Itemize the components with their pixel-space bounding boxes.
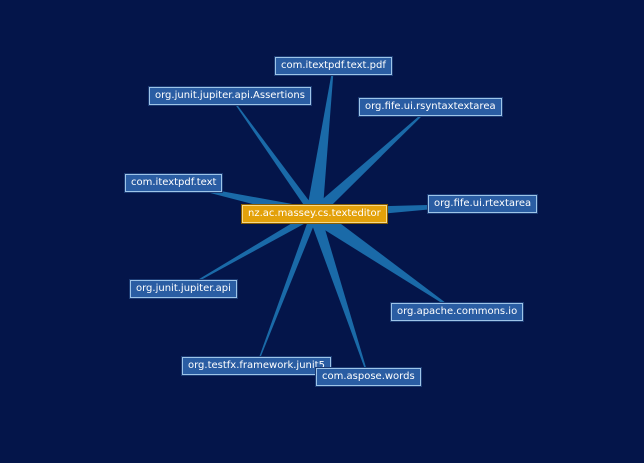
edge-n8 — [256, 212, 318, 367]
node-org-apache-commons-io[interactable]: org.apache.commons.io — [389, 302, 525, 322]
edge-n3 — [310, 106, 431, 219]
edge-n9 — [308, 212, 369, 378]
node-org-junit-jupiter-api[interactable]: org.junit.jupiter.api — [129, 279, 238, 299]
node-org-junit-jupiter-api-assertions[interactable]: org.junit.jupiter.api.Assertions — [148, 86, 312, 106]
node-org-fife-ui-rtextarea[interactable]: org.fife.ui.rtextarea — [426, 194, 539, 214]
edge-n2 — [229, 95, 318, 217]
node-com-itextpdf-text[interactable]: com.itextpdf.text — [123, 173, 224, 193]
edge-n6 — [183, 210, 317, 290]
node-org-fife-ui-rsyntaxtextarea[interactable]: org.fife.ui.rsyntaxtextarea — [358, 97, 503, 117]
node-com-aspose-words[interactable]: com.aspose.words — [315, 367, 422, 387]
node-com-itextpdf-text-pdf[interactable]: com.itextpdf.text.pdf — [274, 56, 393, 76]
node-center-nz-ac-massey-cs-texteditor[interactable]: nz.ac.massey.cs.texteditor — [241, 204, 388, 224]
edge-n1 — [306, 65, 334, 216]
edge-n7 — [309, 207, 458, 313]
node-org-testfx-framework-junit5[interactable]: org.testfx.framework.junit5 — [181, 356, 332, 376]
